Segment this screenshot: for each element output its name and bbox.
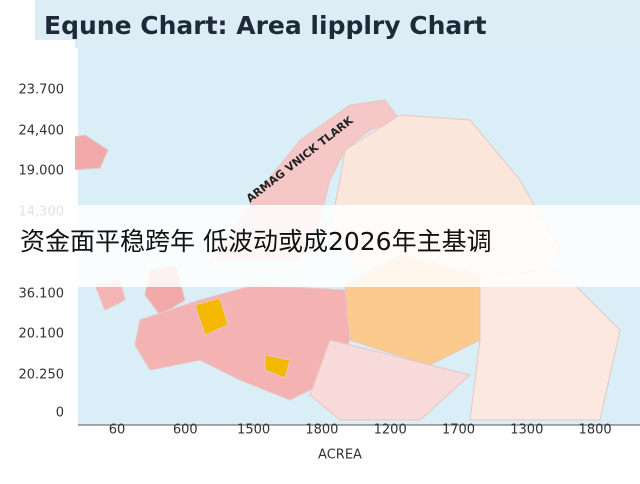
x-tick-label: 1300 <box>510 423 543 438</box>
x-axis-title: ACREA <box>318 448 362 463</box>
x-tick-label: 1200 <box>374 423 407 438</box>
banner <box>0 205 640 287</box>
balkan <box>264 354 291 379</box>
y-tick-label: 20.250 <box>19 368 65 383</box>
y-tick-label: 19.000 <box>19 164 65 179</box>
title: Equne Chart: Area lipplry Chart <box>44 11 487 40</box>
benelux <box>194 297 229 336</box>
x-tick-label: 1500 <box>237 423 270 438</box>
y-tick-label: 36.100 <box>19 287 65 302</box>
banner-text: 资金面平稳跨年 低波动或成2026年主基调 <box>20 227 492 256</box>
south-east <box>309 339 472 421</box>
x-tick-label: 60 <box>109 423 126 438</box>
y-tick-label: 0 <box>56 406 64 421</box>
x-tick-label: 1700 <box>442 423 475 438</box>
x-tick-label: 600 <box>173 423 198 438</box>
y-tick-label: 20.100 <box>19 327 65 342</box>
central <box>134 284 351 401</box>
title-bar <box>35 0 640 48</box>
x-tick-label: 1800 <box>579 423 612 438</box>
x-axis: 60 600 1500 1800 1200 1700 1300 1800 <box>109 423 612 438</box>
x-tick-label: 1800 <box>305 423 338 438</box>
y-tick-label: 23.700 <box>19 83 65 98</box>
y-tick-label: 24,400 <box>19 124 65 139</box>
